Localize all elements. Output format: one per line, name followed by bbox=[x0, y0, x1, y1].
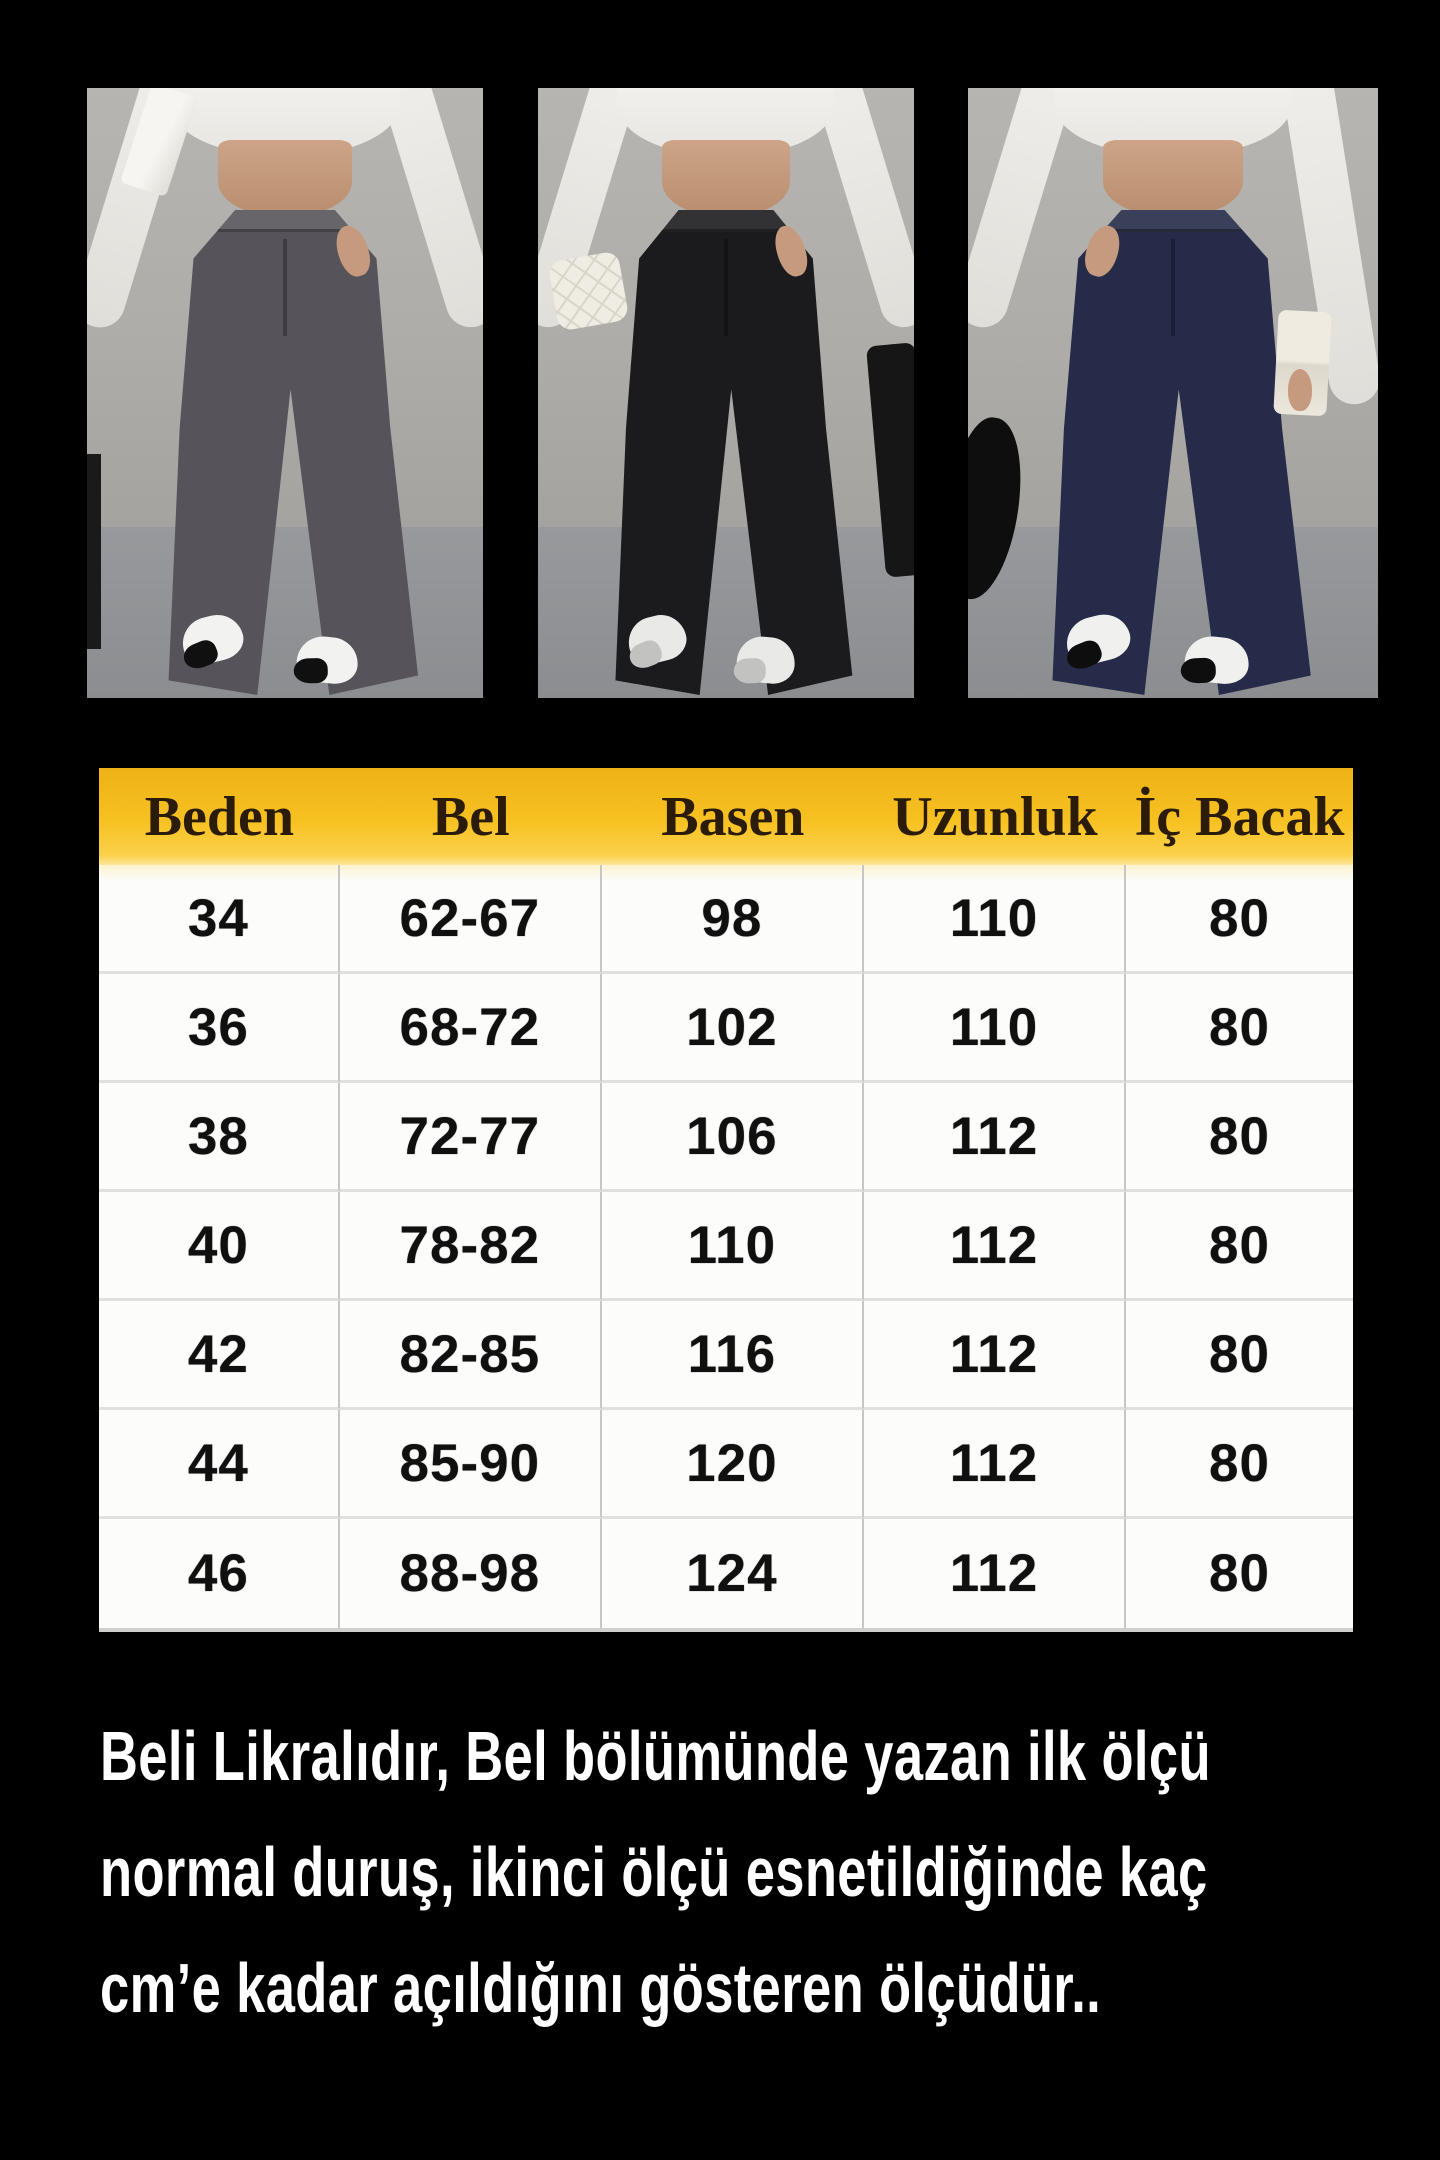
model-midriff bbox=[1103, 139, 1243, 217]
waistband bbox=[218, 210, 352, 233]
model-midriff bbox=[662, 139, 790, 217]
size-cell: 62-67 bbox=[339, 865, 602, 974]
product-photo-gray-trousers bbox=[87, 88, 483, 698]
column-header-uzunluk: Uzunluk bbox=[892, 785, 1098, 848]
size-cell: 112 bbox=[863, 1301, 1126, 1410]
size-cell: 42 bbox=[99, 1301, 340, 1410]
description-line: Beli Likralıdır, Bel bölümünde yazan ilk… bbox=[100, 1717, 1211, 1795]
size-cell: 88-98 bbox=[340, 1519, 602, 1628]
product-photo-black-trousers bbox=[538, 88, 914, 698]
size-cell: 68-72 bbox=[339, 974, 602, 1083]
waistband bbox=[1104, 210, 1242, 233]
size-cell: 110 bbox=[863, 974, 1126, 1083]
size-cell: 34 bbox=[99, 865, 340, 974]
studio-floor bbox=[87, 527, 483, 698]
size-cell: 80 bbox=[1126, 1192, 1353, 1301]
size-cell: 112 bbox=[864, 1519, 1126, 1628]
size-cell: 120 bbox=[601, 1410, 864, 1519]
size-cell: 44 bbox=[99, 1410, 340, 1519]
description-line: normal duruş, ikinci ölçü esnetildiğinde… bbox=[100, 1833, 1208, 1911]
size-cell: 80 bbox=[1126, 865, 1353, 974]
studio-floor bbox=[968, 527, 1378, 698]
size-cell: 116 bbox=[601, 1301, 864, 1410]
size-cell: 36 bbox=[99, 974, 340, 1083]
size-cell: 80 bbox=[1126, 974, 1353, 1083]
size-chart-body: 34 62-67 98 110 80 36 68-72 102 110 80 3… bbox=[99, 865, 1353, 1628]
size-cell: 102 bbox=[601, 974, 864, 1083]
model-midriff bbox=[217, 139, 353, 217]
size-chart-header-row: Beden Bel Basen Uzunluk İç Bacak bbox=[99, 768, 1353, 865]
fly-seam bbox=[724, 239, 728, 337]
size-chart-table: Beden Bel Basen Uzunluk İç Bacak 34 62-6… bbox=[99, 768, 1353, 1628]
product-photo-navy-trousers bbox=[968, 88, 1378, 698]
size-cell: 80 bbox=[1126, 1410, 1353, 1519]
size-cell: 110 bbox=[863, 865, 1126, 974]
column-header-bel: Bel bbox=[431, 785, 510, 848]
size-cell: 110 bbox=[601, 1192, 864, 1301]
size-cell: 40 bbox=[99, 1192, 340, 1301]
size-cell: 85-90 bbox=[339, 1410, 602, 1519]
size-cell: 124 bbox=[602, 1519, 864, 1628]
size-cell: 106 bbox=[601, 1083, 864, 1192]
size-cell: 112 bbox=[863, 1083, 1126, 1192]
size-cell: 80 bbox=[1126, 1083, 1353, 1192]
description-line: cm’e kadar açıldığını gösteren ölçüdür.. bbox=[100, 1949, 1102, 2027]
column-header-beden: Beden bbox=[144, 785, 295, 848]
size-cell: 78-82 bbox=[339, 1192, 602, 1301]
size-cell: 46 bbox=[99, 1519, 340, 1628]
size-cell: 80 bbox=[1209, 1544, 1270, 1603]
size-cell: 112 bbox=[863, 1192, 1126, 1301]
size-cell: 98 bbox=[601, 865, 864, 974]
studio-floor bbox=[538, 527, 914, 698]
fly-seam bbox=[1171, 239, 1175, 337]
column-header-basen: Basen bbox=[661, 785, 805, 848]
fly-seam bbox=[283, 239, 287, 337]
hand-holding-clutch bbox=[1287, 368, 1313, 412]
column-header-ic-bacak: İç Bacak bbox=[1134, 785, 1345, 848]
quilted-clutch-bag bbox=[547, 250, 631, 332]
size-cell: 82-85 bbox=[339, 1301, 602, 1410]
size-cell: 72-77 bbox=[339, 1083, 602, 1192]
background-object bbox=[87, 454, 101, 650]
size-cell: 80 bbox=[1126, 1301, 1353, 1410]
waistband bbox=[662, 210, 790, 233]
size-cell: 112 bbox=[863, 1410, 1126, 1519]
size-cell: 38 bbox=[99, 1083, 340, 1192]
product-description: Beli Likralıdır, Bel bölümünde yazan ilk… bbox=[100, 1698, 1211, 2046]
